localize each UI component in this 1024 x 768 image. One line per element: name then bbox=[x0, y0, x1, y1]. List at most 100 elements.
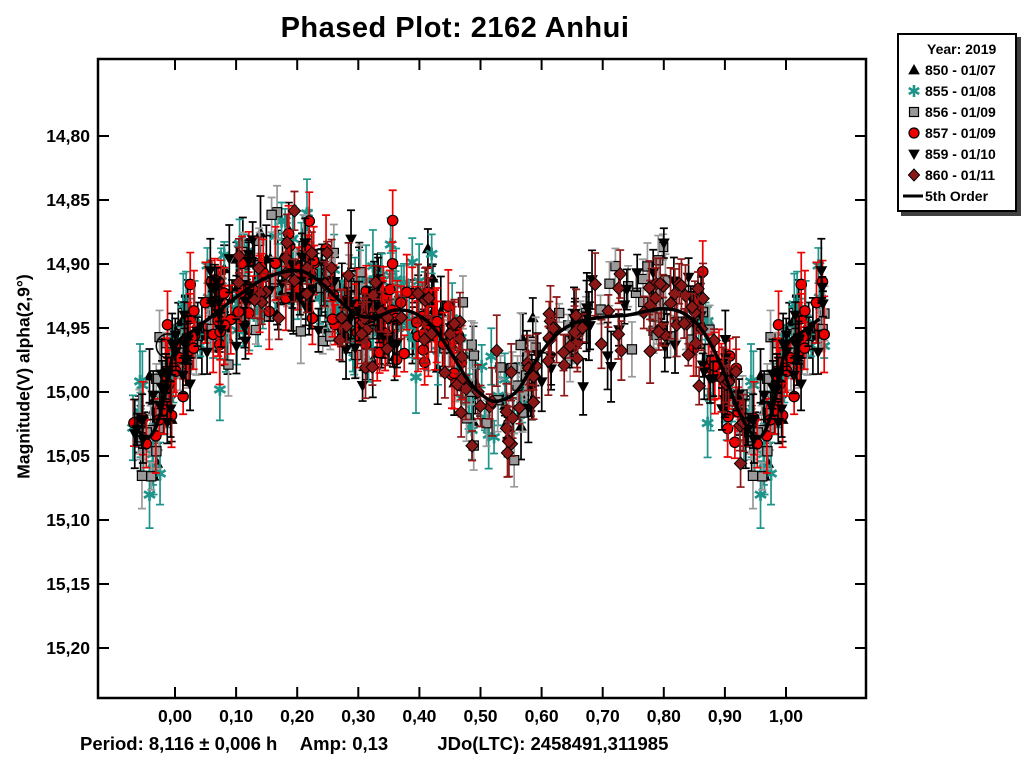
data-point bbox=[489, 343, 504, 358]
data-point bbox=[266, 209, 277, 221]
data-point bbox=[485, 352, 498, 361]
data-point bbox=[204, 266, 217, 278]
x-tick-label: 0,90 bbox=[708, 706, 742, 726]
data-point bbox=[556, 345, 571, 360]
data-point bbox=[613, 266, 628, 282]
data-point bbox=[332, 332, 347, 348]
data-point bbox=[674, 278, 689, 293]
data-point bbox=[341, 268, 356, 283]
data-point bbox=[271, 310, 286, 326]
data-point bbox=[205, 282, 218, 294]
footer-amp: Amp: 0,13 bbox=[299, 733, 389, 754]
legend-marker-asterisk-icon bbox=[908, 84, 920, 97]
data-point bbox=[184, 278, 197, 291]
legend-item: 857 - 01/09 bbox=[903, 122, 1011, 143]
data-point bbox=[398, 347, 411, 360]
y-tick-label: 15,00 bbox=[46, 382, 90, 402]
data-point bbox=[466, 339, 477, 350]
data-point bbox=[584, 321, 596, 332]
data-point bbox=[611, 327, 626, 342]
data-point bbox=[304, 246, 319, 261]
data-point bbox=[468, 350, 480, 361]
data-point bbox=[588, 277, 603, 292]
data-point bbox=[643, 344, 658, 359]
legend-marker-triangle-down-icon bbox=[908, 149, 920, 160]
zero-phase-marker bbox=[155, 333, 182, 359]
fit-curve bbox=[133, 268, 821, 440]
data-point bbox=[287, 203, 302, 218]
data-point bbox=[577, 382, 590, 394]
legend-item-label: 860 - 01/11 bbox=[925, 166, 996, 183]
data-point bbox=[669, 340, 681, 352]
data-point bbox=[487, 432, 501, 442]
data-point bbox=[164, 404, 177, 416]
data-point bbox=[772, 318, 785, 331]
legend-item: 856 - 01/09 bbox=[903, 101, 1011, 122]
legend-item-label: 859 - 01/10 bbox=[925, 145, 996, 162]
data-point bbox=[238, 323, 251, 334]
data-point bbox=[300, 286, 314, 302]
data-point bbox=[818, 328, 831, 341]
data-point bbox=[306, 312, 319, 325]
legend-item-label: 850 - 01/07 bbox=[925, 61, 996, 78]
data-point bbox=[371, 302, 384, 314]
data-point bbox=[184, 379, 196, 391]
data-point bbox=[417, 332, 432, 347]
y-tick-label: 14,80 bbox=[46, 126, 90, 146]
data-point bbox=[601, 351, 614, 363]
data-point bbox=[213, 385, 227, 394]
data-point bbox=[374, 304, 389, 319]
data-point bbox=[380, 341, 395, 356]
data-point bbox=[515, 419, 527, 431]
data-point bbox=[729, 436, 741, 449]
data-point bbox=[251, 261, 266, 276]
data-point bbox=[701, 316, 714, 326]
data-point bbox=[354, 326, 369, 342]
data-point bbox=[223, 254, 236, 265]
data-point bbox=[426, 271, 439, 283]
data-point bbox=[201, 347, 213, 359]
legend-item: 860 - 01/11 bbox=[903, 164, 1011, 185]
data-point bbox=[594, 336, 609, 352]
data-point bbox=[287, 273, 302, 288]
y-tick-label: 15,15 bbox=[46, 574, 90, 594]
data-point bbox=[535, 377, 548, 389]
data-point bbox=[339, 319, 354, 334]
x-tick-label: 0,60 bbox=[525, 706, 559, 726]
data-point bbox=[701, 418, 714, 428]
data-point bbox=[161, 318, 174, 331]
data-point bbox=[386, 214, 399, 227]
legend-item: 855 - 01/08 bbox=[903, 80, 1011, 101]
data-point bbox=[178, 310, 191, 322]
data-point bbox=[180, 355, 192, 366]
data-point bbox=[812, 347, 824, 359]
data-point bbox=[269, 257, 282, 270]
data-point bbox=[685, 299, 700, 315]
data-point bbox=[541, 353, 556, 368]
data-point bbox=[386, 257, 399, 270]
data-point bbox=[465, 425, 479, 435]
legend-marker-diamond-icon bbox=[907, 167, 921, 182]
footer-period: Period: 8,116 ± 0,006 h bbox=[80, 733, 278, 754]
data-point bbox=[312, 325, 325, 337]
data-point bbox=[642, 280, 657, 295]
data-point bbox=[326, 313, 339, 325]
y-tick-label: 14,85 bbox=[46, 190, 90, 210]
data-point bbox=[642, 261, 653, 272]
data-point bbox=[239, 336, 252, 348]
data-point bbox=[611, 281, 626, 296]
data-point bbox=[526, 395, 541, 410]
data-point bbox=[447, 316, 462, 331]
data-point bbox=[300, 208, 314, 218]
data-point bbox=[604, 278, 615, 289]
legend-item-label: 857 - 01/09 bbox=[925, 124, 996, 141]
data-point bbox=[692, 378, 707, 394]
legend-title: Year: 2019 bbox=[927, 40, 997, 57]
legend-item: 859 - 01/10 bbox=[903, 143, 1011, 164]
data-point bbox=[210, 277, 223, 289]
data-point bbox=[386, 339, 399, 351]
data-point bbox=[626, 344, 638, 355]
data-point bbox=[515, 339, 526, 351]
data-point bbox=[242, 256, 255, 268]
